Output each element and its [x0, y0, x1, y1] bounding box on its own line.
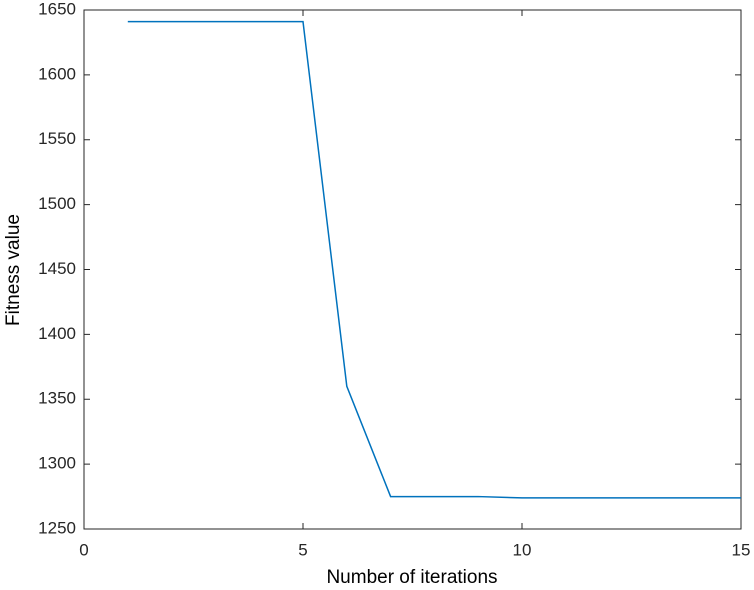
y-tick-label: 1550	[38, 129, 76, 148]
x-tick-label: 15	[732, 540, 751, 559]
x-axis-label: Number of iterations	[326, 567, 497, 588]
line	[127, 20, 741, 499]
y-tick-label: 1350	[38, 389, 76, 408]
y-tick-label: 1300	[38, 454, 76, 473]
x-tick-label: 5	[298, 540, 307, 559]
plot-area	[83, 9, 742, 530]
y-tick-label: 1650	[38, 0, 76, 18]
y-tick-label: 1450	[38, 259, 76, 278]
y-axis-label: Fitness value	[3, 214, 24, 326]
y-tick-label: 1500	[38, 194, 76, 213]
x-tick-label: 0	[79, 540, 88, 559]
y-tick-label: 1400	[38, 324, 76, 343]
y-tick-label: 1250	[38, 518, 76, 537]
y-tick-label: 1600	[38, 64, 76, 83]
x-tick-label: 10	[513, 540, 532, 559]
